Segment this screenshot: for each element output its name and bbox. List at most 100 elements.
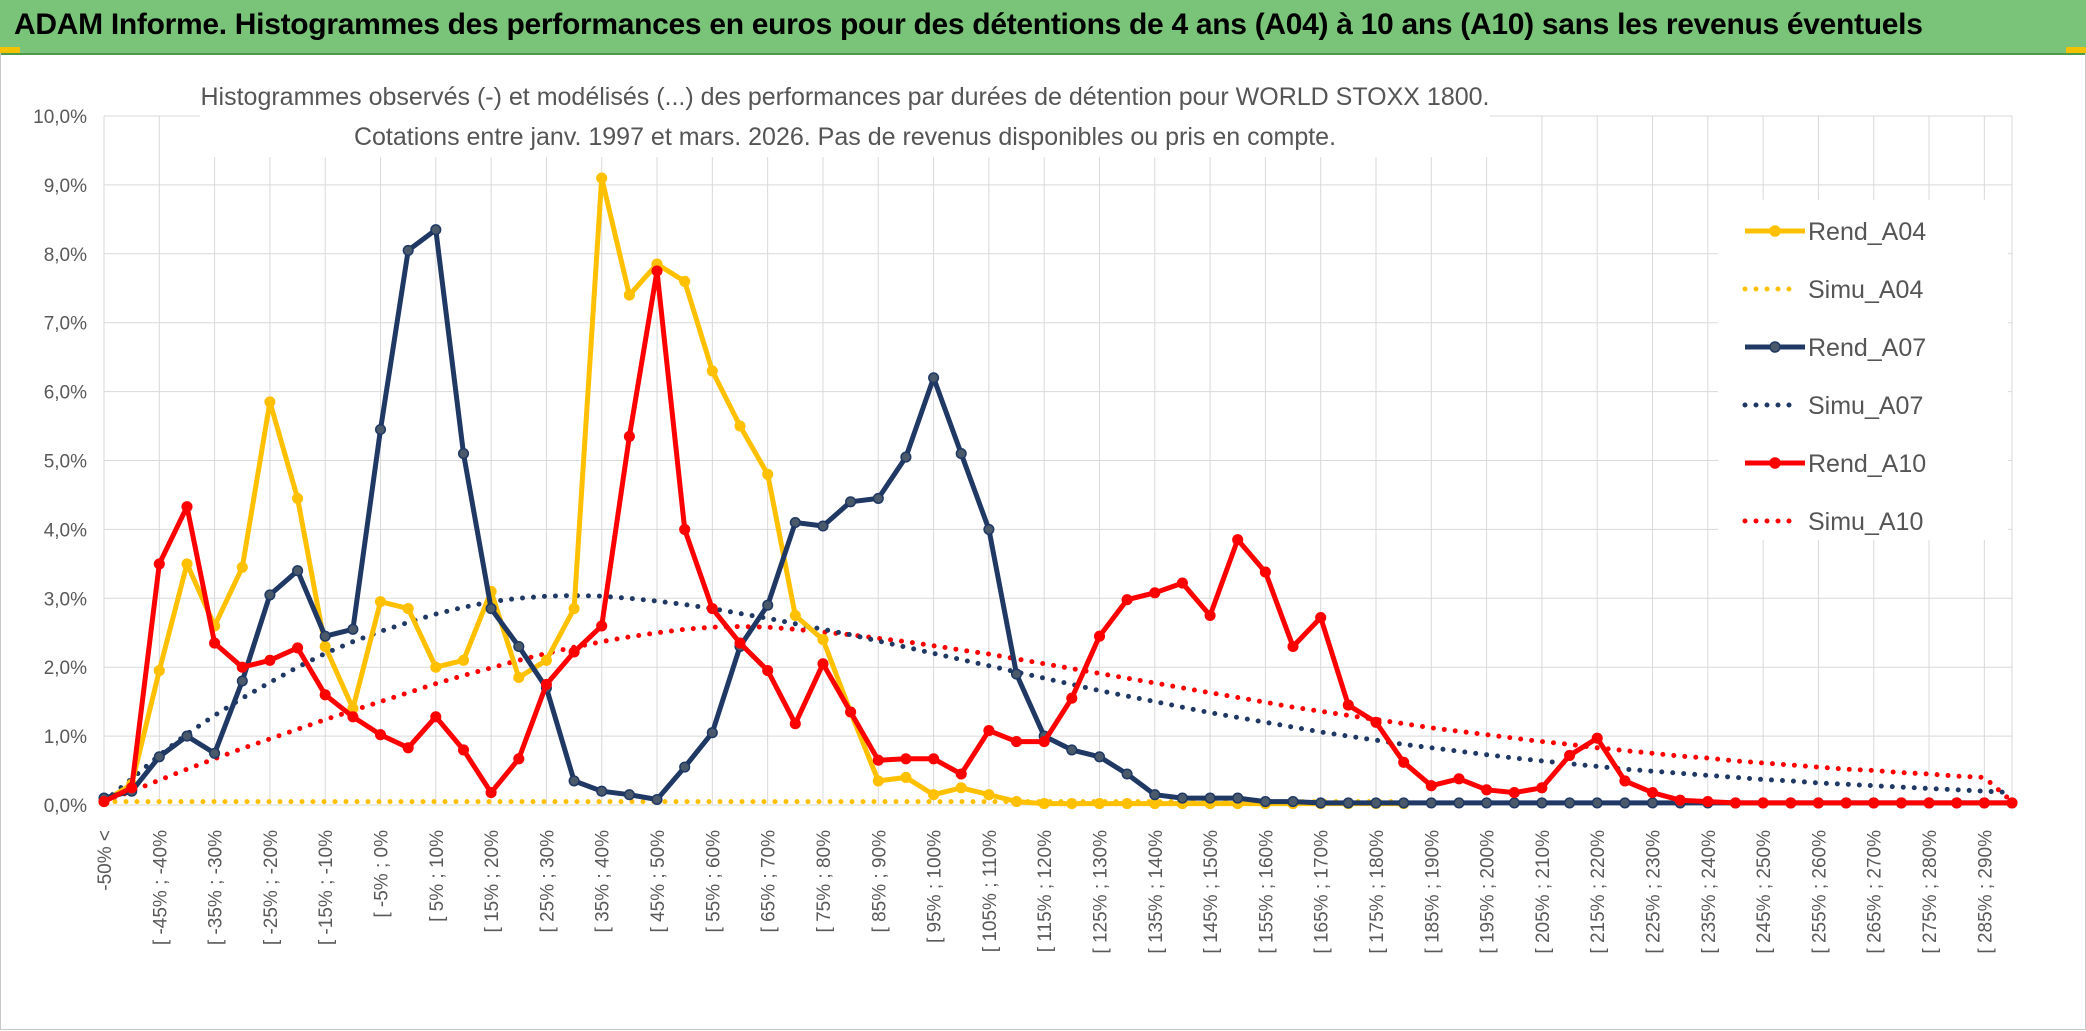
rend-a10-point xyxy=(1591,732,1603,744)
rend-a07-point xyxy=(1425,797,1437,809)
rend-a04-point xyxy=(319,640,331,653)
rend-a04-point xyxy=(402,603,414,615)
rend-a10-point xyxy=(872,754,884,766)
x-tick-label: [ 255% ; 260% xyxy=(1809,830,1830,954)
rend-a04-point xyxy=(292,492,304,504)
rend-a07-point xyxy=(1564,797,1576,809)
x-tick-label: [ 285% ; 290% xyxy=(1975,830,1996,954)
rend-a10-point xyxy=(98,796,110,808)
rend-a04-point xyxy=(762,468,774,480)
rend-a10-point xyxy=(789,718,801,730)
rend-a10-point xyxy=(596,620,608,632)
rend-a10-point xyxy=(1204,609,1216,622)
rend-a04-point xyxy=(236,561,248,573)
rend-a10-point xyxy=(1619,775,1631,787)
rend-a10-legend-marker xyxy=(1769,457,1781,469)
x-tick-label: [ -5% ; 0% xyxy=(372,830,393,918)
x-tick-label: [ 145% ; 150% xyxy=(1201,830,1222,954)
rend-a10-point xyxy=(1038,736,1050,748)
rend-a07-point xyxy=(374,423,387,436)
rend-a07-point xyxy=(1398,797,1410,809)
rend-a07-point xyxy=(430,224,442,236)
rend-a10-point xyxy=(1674,794,1686,806)
x-tick-label: [ -35% ; -30% xyxy=(206,830,227,945)
rend-a07-point xyxy=(1287,796,1299,808)
rend-a07-point xyxy=(900,451,912,463)
rend-a07-point xyxy=(817,520,829,532)
corner-accent-left xyxy=(0,47,20,53)
rend-a10-point xyxy=(292,642,304,654)
rend-a10-point xyxy=(817,658,829,670)
rend-a10-point xyxy=(485,787,497,799)
rend-a10-point xyxy=(1840,797,1852,809)
x-tick-label: [ 185% ; 190% xyxy=(1422,830,1443,954)
rend-a10-point xyxy=(762,665,774,677)
y-tick-label: 3,0% xyxy=(44,589,87,610)
rend-a10-point xyxy=(1978,797,1990,809)
x-tick-label: [ 55% ; 60% xyxy=(703,830,724,933)
rend-a07-point xyxy=(1370,797,1382,809)
x-tick-label: [ 265% ; 270% xyxy=(1865,830,1886,954)
rend-a07-point xyxy=(236,675,248,687)
y-tick-label: 8,0% xyxy=(44,245,87,266)
rend-a07-point xyxy=(1149,789,1161,801)
rend-a04-point xyxy=(596,172,608,184)
rend-a04-point xyxy=(181,558,193,570)
x-tick-label: [ 115% ; 120% xyxy=(1035,830,1056,952)
rend-a07-point xyxy=(596,785,608,797)
x-tick-label: [ 165% ; 170% xyxy=(1312,830,1333,954)
rend-a10-line xyxy=(102,268,2012,806)
rend-a07-point xyxy=(568,775,580,787)
rend-a07-point xyxy=(319,630,331,642)
rend-a10-point xyxy=(153,558,165,570)
grid-layer xyxy=(103,115,2013,806)
rend-a07-point xyxy=(347,623,359,635)
rend-a10-point xyxy=(1812,797,1824,809)
rend-a10-point xyxy=(955,768,967,780)
rend-a07-point xyxy=(845,496,857,508)
x-tick-label: [ 225% ; 230% xyxy=(1644,830,1665,954)
rend-a10-point xyxy=(319,689,331,701)
rend-a10-point xyxy=(1868,797,1880,809)
rend-a07-point xyxy=(1619,797,1631,809)
rend-a10-point xyxy=(1702,796,1714,808)
rend-a07-point xyxy=(513,640,525,653)
y-tick-label: 10,0% xyxy=(33,107,87,128)
rend-a10-point xyxy=(928,753,940,765)
series-layer xyxy=(98,172,2018,810)
rend-a10-point xyxy=(1951,797,1963,809)
rend-a07-point xyxy=(1176,792,1188,804)
rend-a07-point xyxy=(292,565,304,577)
rend-a10-point xyxy=(1646,787,1659,799)
rend-a10-point xyxy=(2006,797,2018,809)
x-tick-label: [ -25% ; -20% xyxy=(261,830,282,945)
rend-a04-point xyxy=(1038,798,1050,810)
subtitle-background xyxy=(200,75,1490,157)
rend-a04-point xyxy=(734,420,746,432)
rend-a07-point xyxy=(955,448,967,460)
rend-a07-point xyxy=(1453,797,1465,809)
simu-a10-line xyxy=(101,623,2015,805)
rend-a07-point xyxy=(1010,668,1023,680)
rend-a10-point xyxy=(845,706,857,718)
rend-a10-point xyxy=(734,637,746,649)
rend-a10-point xyxy=(568,646,580,658)
y-tick-label: 7,0% xyxy=(44,314,87,335)
x-tick-label: [ 125% ; 130% xyxy=(1090,830,1111,954)
rend-a07-point xyxy=(651,793,663,806)
rend-a10-point xyxy=(706,603,718,615)
y-tick-label: 6,0% xyxy=(44,383,87,404)
x-axis-ticks: -50% < [ -45% ; -40% [ -35% ; -30% [ -25% ;… xyxy=(95,830,1996,954)
rend-a04-point xyxy=(1066,798,1078,810)
rend-a07-point xyxy=(181,730,193,742)
rend-a07-point xyxy=(1342,797,1354,809)
rend-a10-point xyxy=(1508,787,1520,799)
rend-a10-point xyxy=(1481,784,1493,796)
x-tick-label: [ 65% ; 70% xyxy=(759,830,780,933)
x-tick-label: [ -45% ; -40% xyxy=(150,830,171,945)
rend-a10-point xyxy=(264,654,276,666)
y-tick-label: 2,0% xyxy=(44,658,87,679)
y-axis-ticks: 0,0% 1,0% 2,0% 3,0% 4,0% 5,0% 6,0% 7,0% 8,0% 9,0%… xyxy=(33,107,87,817)
rend-a10-point xyxy=(540,678,552,690)
